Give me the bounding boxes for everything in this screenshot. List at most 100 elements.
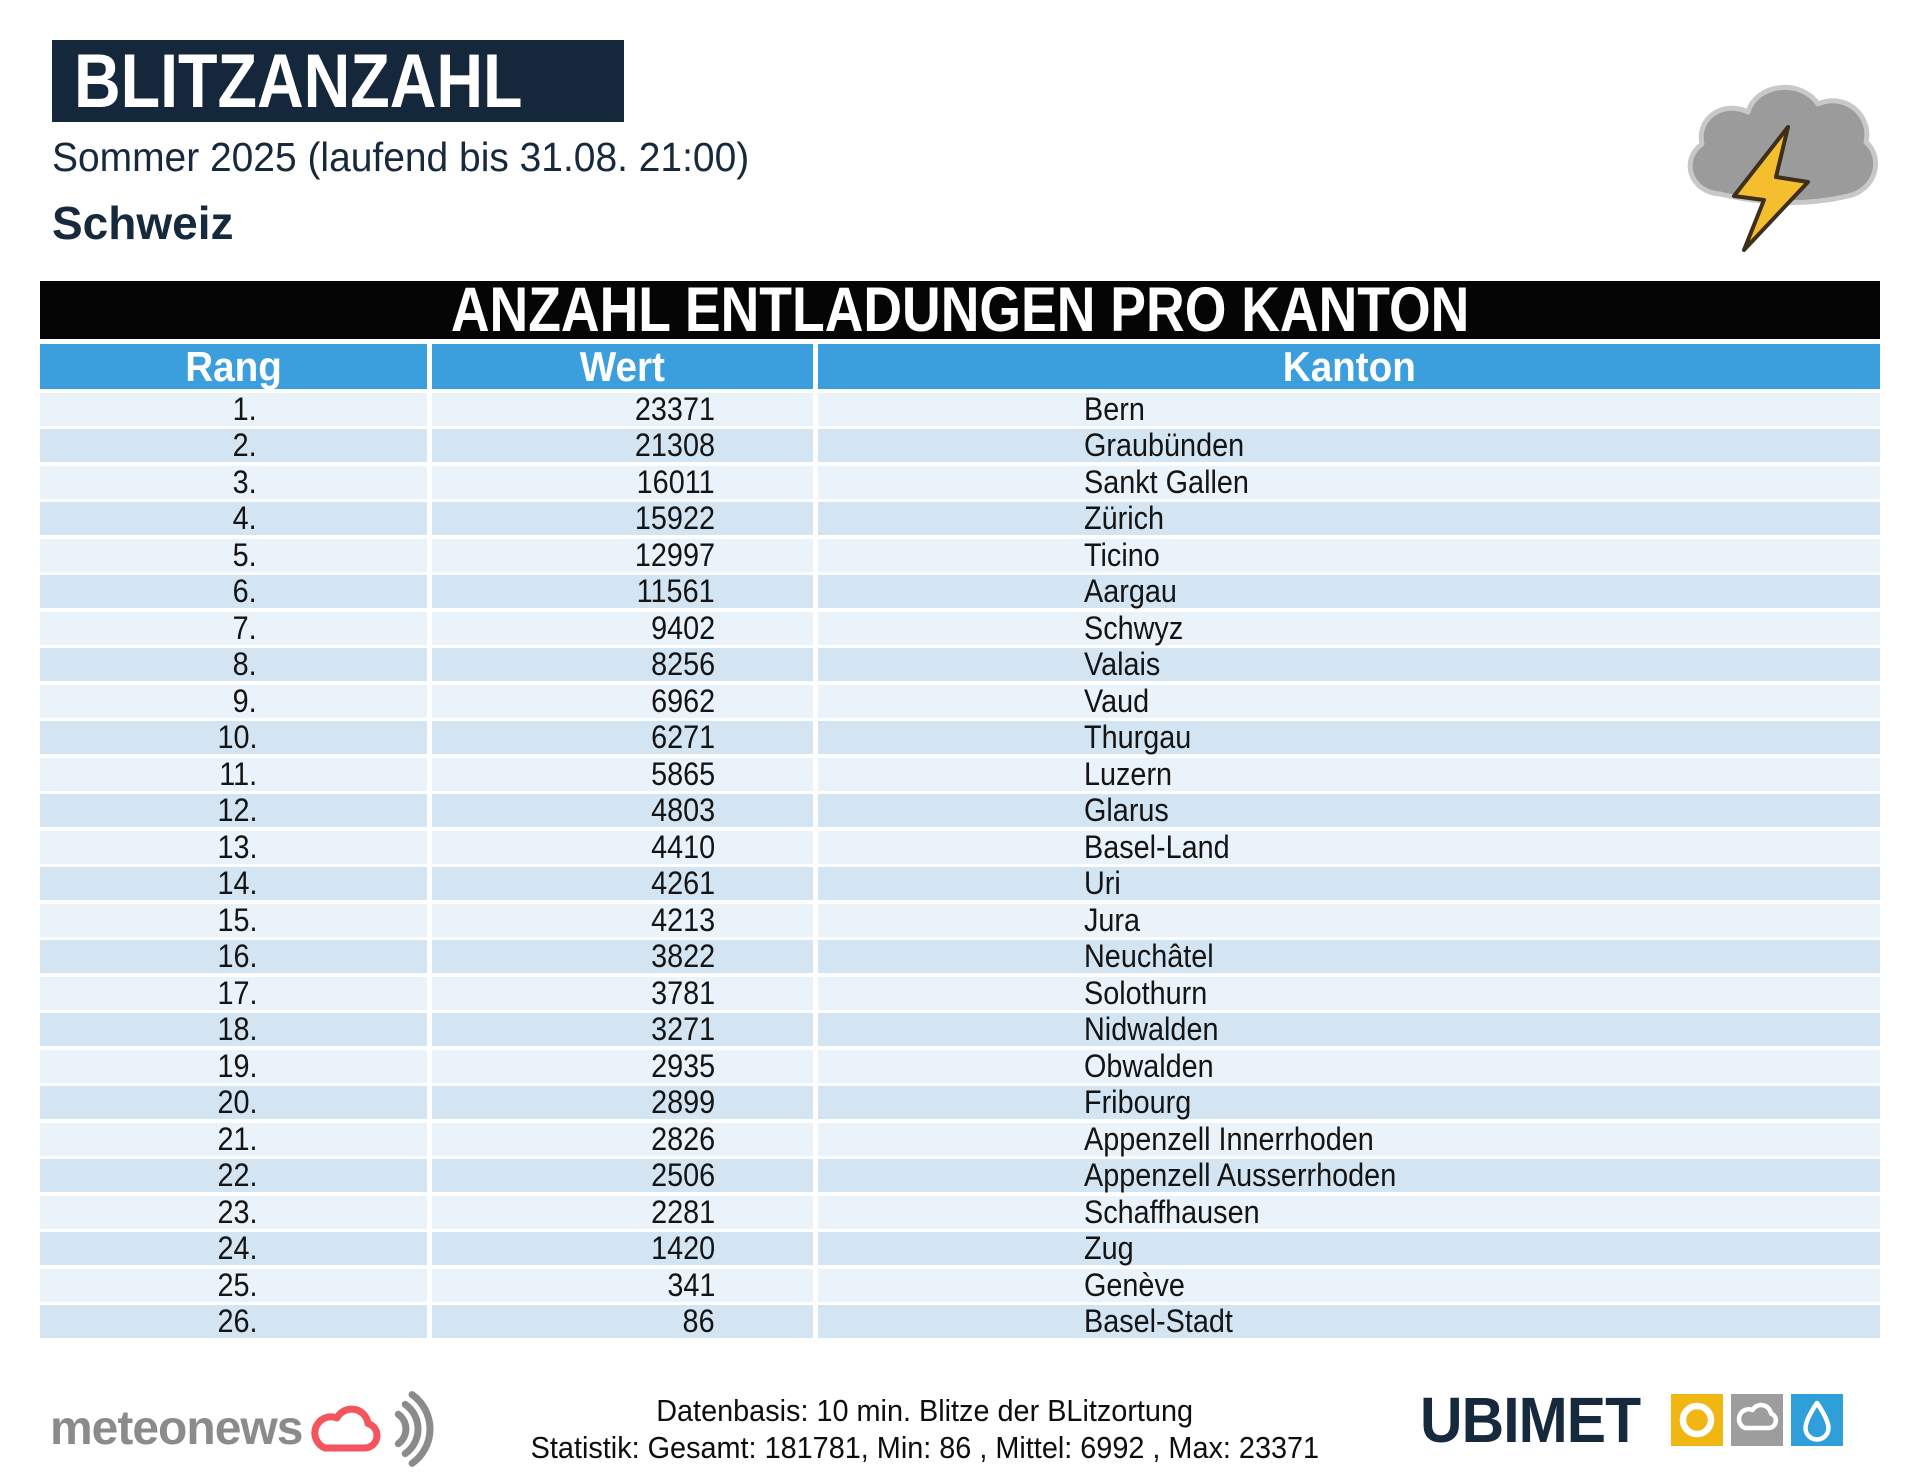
cell-kanton-text: Genève <box>1084 1266 1185 1303</box>
table-row: 19. 2935 Obwalden <box>40 1047 1880 1084</box>
cell-rank-text: 25. <box>216 1266 257 1303</box>
sun-icon <box>1671 1394 1724 1446</box>
cell-kanton: Zug <box>818 1230 1880 1266</box>
cell-rank-text: 11. <box>219 755 257 792</box>
cell-rank: 17. <box>40 975 427 1011</box>
cell-kanton: Valais <box>818 646 1880 682</box>
cell-kanton: Basel-Stadt <box>818 1303 1880 1339</box>
cell-kanton-text: Fribourg <box>1084 1084 1192 1120</box>
cell-rank-text: 10. <box>216 719 257 755</box>
table-row: 17. 3781 Solothurn <box>40 975 1880 1011</box>
cell-kanton: Fribourg <box>818 1084 1880 1120</box>
cell-wert-text: 21308 <box>634 427 715 463</box>
cell-wert-text: 9402 <box>650 609 715 646</box>
cell-kanton-text: Obwalden <box>1084 1047 1214 1084</box>
cell-rank-text: 8. <box>232 646 257 682</box>
cell-wert: 16011 <box>432 463 813 500</box>
cell-wert: 3822 <box>432 938 813 974</box>
table-row: 24. 1420 Zug <box>40 1230 1880 1266</box>
meteonews-logo: meteonews <box>50 1383 440 1475</box>
statistik-line: Statistik: Gesamt: 181781, Min: 86 , Mit… <box>530 1430 1320 1465</box>
cell-wert-text: 23371 <box>634 390 715 427</box>
cloud-outline-icon <box>308 1401 384 1457</box>
cell-kanton-text: Schaffhausen <box>1084 1193 1260 1230</box>
cell-rank: 24. <box>40 1230 427 1266</box>
table-row: 5. 12997 Ticino <box>40 537 1880 573</box>
table-row: 21. 2826 Appenzell Innerrhoden <box>40 1121 1880 1157</box>
cell-rank-text: 19. <box>216 1047 257 1084</box>
cell-rank: 8. <box>40 646 427 682</box>
cell-rank: 25. <box>40 1266 427 1303</box>
cell-kanton: Ticino <box>818 537 1880 573</box>
cell-kanton-text: Aargau <box>1084 573 1177 609</box>
table-row: 20. 2899 Fribourg <box>40 1084 1880 1120</box>
cell-rank: 18. <box>40 1011 427 1047</box>
cell-wert: 21308 <box>432 427 813 463</box>
cell-wert: 3781 <box>432 975 813 1011</box>
cell-kanton-text: Luzern <box>1084 755 1173 792</box>
cell-rank: 14. <box>40 865 427 901</box>
cell-wert-text: 86 <box>682 1303 715 1339</box>
column-header-rang: Rang <box>40 343 427 390</box>
cell-wert-text: 11561 <box>637 573 715 609</box>
sound-waves-icon <box>388 1383 440 1475</box>
cell-wert-text: 2506 <box>650 1157 715 1193</box>
table-row: 7. 9402 Schwyz <box>40 609 1880 646</box>
table-row: 6. 11561 Aargau <box>40 573 1880 609</box>
table-row: 2. 21308 Graubünden <box>40 427 1880 463</box>
cell-wert: 15922 <box>432 500 813 536</box>
cell-kanton-text: Bern <box>1084 390 1145 427</box>
cell-wert-text: 3822 <box>650 938 715 974</box>
cell-kanton-text: Basel-Stadt <box>1084 1303 1233 1339</box>
cell-rank: 12. <box>40 792 427 828</box>
cell-wert-text: 16011 <box>637 463 715 500</box>
cell-rank: 2. <box>40 427 427 463</box>
cell-kanton-text: Zug <box>1084 1230 1134 1266</box>
cell-kanton-text: Basel-Land <box>1084 828 1230 865</box>
cell-wert-text: 2899 <box>650 1084 715 1120</box>
cell-rank: 15. <box>40 901 427 938</box>
cell-wert-text: 2935 <box>650 1047 715 1084</box>
cantons-table: ANZAHL ENTLADUNGEN PRO KANTON Rang Wert … <box>40 275 1880 1339</box>
cell-wert-text: 4803 <box>650 792 715 828</box>
cell-wert: 23371 <box>432 390 813 427</box>
period-subtitle: Sommer 2025 (laufend bis 31.08. 21:00) <box>52 134 750 180</box>
table-title-text: ANZAHL ENTLADUNGEN PRO KANTON <box>450 275 1470 345</box>
table-row: 25. 341 Genève <box>40 1266 1880 1303</box>
cell-rank-text: 26. <box>216 1303 257 1339</box>
cell-wert-text: 4213 <box>650 901 715 938</box>
cell-kanton-text: Graubünden <box>1084 427 1245 463</box>
cell-rank-text: 15. <box>216 901 257 938</box>
cell-rank-text: 14. <box>216 865 257 901</box>
cell-wert-text: 6271 <box>650 719 715 755</box>
table-row: 14. 4261 Uri <box>40 865 1880 901</box>
cell-kanton-text: Nidwalden <box>1084 1011 1219 1047</box>
cell-kanton: Graubünden <box>818 427 1880 463</box>
cell-wert: 4410 <box>432 829 813 865</box>
table-row: 26. 86 Basel-Stadt <box>40 1303 1880 1339</box>
ubimet-logo: UBIMET <box>1420 1386 1844 1454</box>
cell-rank: 1. <box>40 391 427 427</box>
cell-kanton: Jura <box>818 901 1880 938</box>
cell-kanton-text: Jura <box>1084 901 1141 938</box>
column-header-wert: Wert <box>432 343 813 390</box>
cell-rank-text: 6. <box>232 573 257 609</box>
cell-wert-text: 15922 <box>634 500 715 536</box>
cell-kanton: Basel-Land <box>818 828 1880 865</box>
cell-wert: 1420 <box>432 1230 813 1266</box>
cell-kanton-text: Schwyz <box>1084 609 1184 646</box>
cell-kanton: Schaffhausen <box>818 1193 1880 1230</box>
cell-kanton: Genève <box>818 1266 1880 1303</box>
cell-rank-text: 12. <box>216 792 257 828</box>
table-title-bar: ANZAHL ENTLADUNGEN PRO KANTON <box>40 275 1880 345</box>
cell-wert: 5865 <box>432 756 813 792</box>
cell-rank: 16. <box>40 938 427 974</box>
cloud-icon <box>1731 1394 1784 1446</box>
cell-kanton: Schwyz <box>818 609 1880 646</box>
cell-wert: 2935 <box>432 1047 813 1084</box>
cell-wert-text: 2281 <box>650 1193 715 1230</box>
cell-wert: 4261 <box>432 865 813 901</box>
storm-cloud-lightning-icon <box>1676 72 1881 267</box>
cell-wert: 2506 <box>432 1157 813 1193</box>
cell-kanton-text: Neuchâtel <box>1084 938 1214 974</box>
